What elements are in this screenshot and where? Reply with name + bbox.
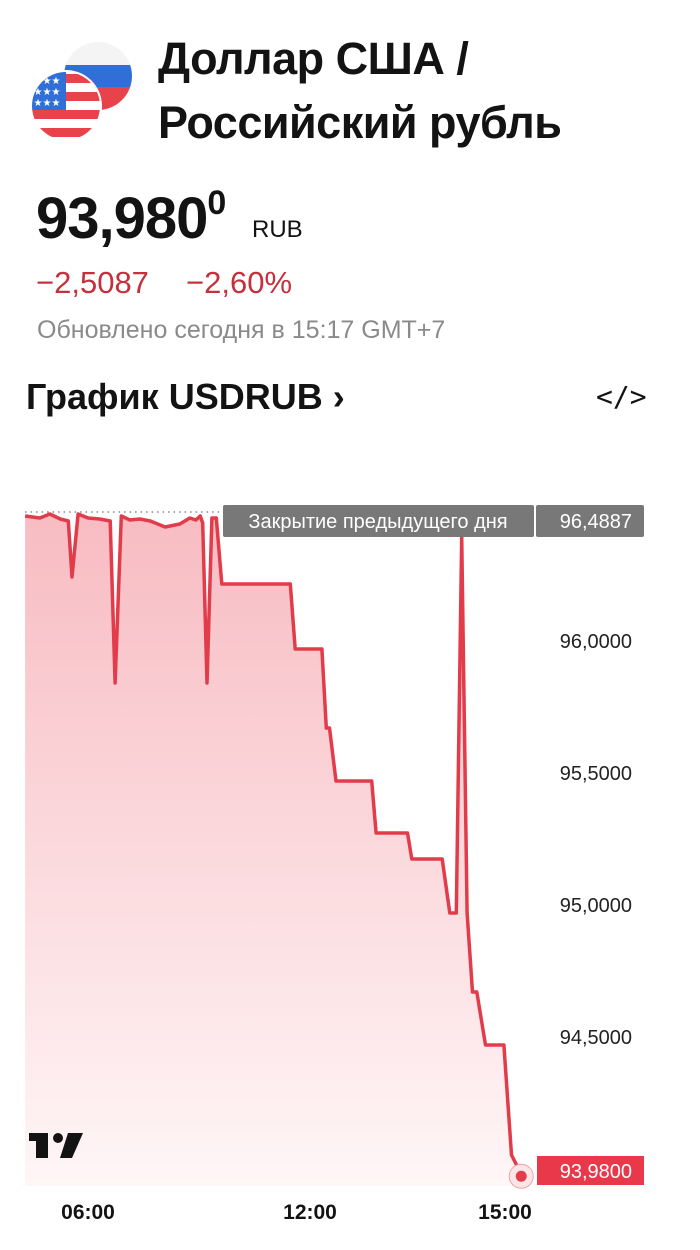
change-percent: −2,60%: [186, 265, 293, 300]
change-absolute: −2,5087: [36, 265, 149, 300]
y-tick-label: 94,5000: [560, 1027, 632, 1049]
price-currency: RUB: [252, 216, 303, 243]
previous-close-value: 96,4887: [560, 511, 632, 533]
pair-title-line2: Российский рубль: [158, 97, 562, 148]
previous-close-label: Закрытие предыдущего дня 96,4887: [223, 505, 644, 537]
previous-close-label-bg: [223, 505, 534, 537]
y-tick-label: 96,0000: [560, 631, 632, 653]
price-superscript: 0: [207, 184, 226, 222]
current-price: 93,9800: [36, 186, 226, 248]
x-tick-label: 15:00: [478, 1201, 532, 1224]
chart-title: График USDRUB: [26, 376, 323, 417]
y-tick-label: 95,0000: [560, 895, 632, 917]
chevron-right-icon: ›: [332, 376, 345, 417]
y-tick-label: 95,5000: [560, 763, 632, 785]
last-price-bg: [537, 1156, 644, 1185]
last-price-dot: [515, 1170, 527, 1182]
tradingview-logo: [29, 1133, 83, 1158]
embed-code-icon[interactable]: </>: [596, 380, 647, 413]
svg-text:★★★: ★★★: [34, 87, 61, 98]
price-main: 93,980: [36, 186, 208, 251]
x-tick-label: 06:00: [61, 1201, 115, 1224]
svg-text:★★★: ★★★: [34, 76, 61, 87]
last-price-value: 93,9800: [560, 1161, 632, 1183]
chart-link[interactable]: График USDRUB ›: [26, 376, 345, 418]
previous-close-text: Закрытие предыдущего дня: [248, 511, 507, 533]
price-chart[interactable]: Закрытие предыдущего дня 96,4887 96,0000…: [0, 440, 700, 1250]
currency-pair-flags: ★★★ ★★★ ★★★: [30, 42, 132, 142]
pair-title-line1: Доллар США /: [158, 33, 469, 84]
price-area-fill: [25, 514, 522, 1186]
svg-text:★★★: ★★★: [34, 98, 61, 109]
updated-timestamp: Обновлено сегодня в 15:17 GMT+7: [37, 316, 446, 344]
previous-close-value-bg: [536, 505, 644, 537]
price-line: [24, 512, 523, 1176]
x-tick-label: 12:00: [283, 1201, 337, 1224]
